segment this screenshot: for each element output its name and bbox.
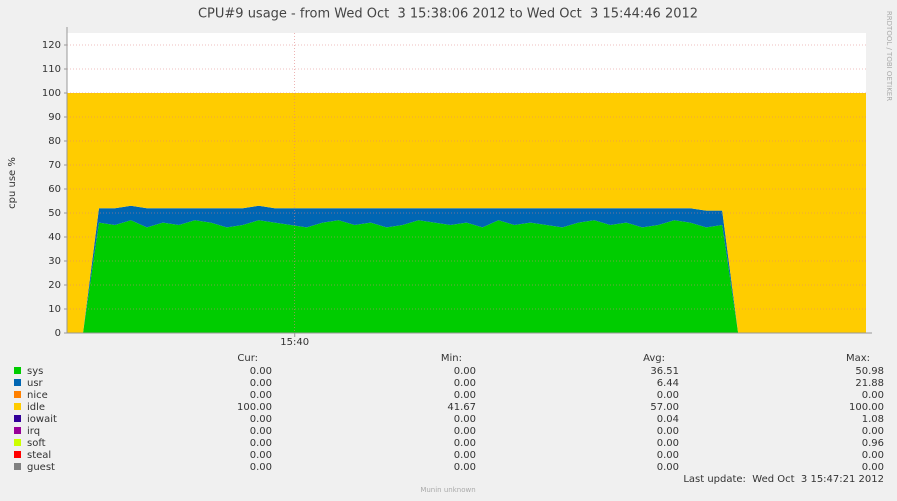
stat-value: 0.00 [454, 414, 476, 425]
stat-header: Cur: [237, 353, 258, 364]
y-tick-label: 0 [55, 328, 61, 339]
footer: Munin unknown [420, 486, 475, 494]
y-tick-label: 60 [48, 184, 61, 195]
stat-value: 0.00 [250, 378, 272, 389]
legend-label: steal [27, 450, 51, 461]
stat-value: 41.67 [447, 402, 476, 413]
stat-value: 0.00 [250, 414, 272, 425]
stat-value: 21.88 [855, 378, 884, 389]
legend-label: iowait [27, 414, 57, 425]
legend-label: soft [27, 438, 46, 449]
stat-value: 0.00 [250, 366, 272, 377]
legend-swatch [14, 391, 21, 398]
stat-value: 0.00 [454, 450, 476, 461]
stat-value: 6.44 [657, 378, 679, 389]
y-tick-label: 70 [48, 160, 61, 171]
legend-label: nice [27, 390, 48, 401]
stat-value: 0.00 [250, 450, 272, 461]
y-tick-label: 20 [48, 280, 61, 291]
stat-value: 0.00 [862, 390, 884, 401]
stat-header: Max: [846, 353, 870, 364]
stat-value: 100.00 [849, 402, 884, 413]
stat-header: Avg: [643, 353, 665, 364]
y-axis-label: cpu use % [7, 157, 18, 209]
y-tick-label: 40 [48, 232, 61, 243]
stat-value: 36.51 [650, 366, 679, 377]
stat-value: 50.98 [855, 366, 884, 377]
y-tick-label: 120 [42, 40, 61, 51]
stat-value: 0.00 [454, 378, 476, 389]
stat-value: 0.00 [250, 426, 272, 437]
chart-title: CPU#9 usage - from Wed Oct 3 15:38:06 20… [198, 7, 698, 22]
legend-swatch [14, 439, 21, 446]
y-tick-label: 90 [48, 112, 61, 123]
legend-label: usr [27, 378, 44, 389]
stat-value: 0.00 [862, 426, 884, 437]
area-idle [67, 93, 866, 333]
stat-value: 0.00 [454, 462, 476, 473]
legend-swatch [14, 415, 21, 422]
stat-value: 0.00 [250, 462, 272, 473]
x-tick-label: 15:40 [280, 337, 309, 348]
stat-value: 0.00 [454, 390, 476, 401]
legend-label: sys [27, 366, 43, 377]
stat-value: 0.00 [250, 390, 272, 401]
stat-value: 0.00 [454, 438, 476, 449]
legend-label: irq [27, 426, 40, 437]
stat-value: 1.08 [862, 414, 884, 425]
side-label: RRDTOOL / TOBI OETIKER [885, 11, 893, 101]
area-usr [67, 205, 866, 333]
stat-value: 57.00 [650, 402, 679, 413]
y-tick-label: 100 [42, 88, 61, 99]
legend-swatch [14, 379, 21, 386]
stat-value: 0.00 [657, 438, 679, 449]
y-tick-label: 10 [48, 304, 61, 315]
y-tick-label: 110 [42, 64, 61, 75]
legend-swatch [14, 463, 21, 470]
stat-value: 0.00 [657, 426, 679, 437]
stat-value: 0.04 [657, 414, 679, 425]
y-tick-label: 30 [48, 256, 61, 267]
stat-value: 0.00 [657, 390, 679, 401]
legend-swatch [14, 451, 21, 458]
stat-header: Min: [441, 353, 462, 364]
stat-value: 0.00 [250, 438, 272, 449]
legend-swatch [14, 403, 21, 410]
y-tick-label: 50 [48, 208, 61, 219]
stat-value: 0.00 [454, 426, 476, 437]
last-update: Last update: Wed Oct 3 15:47:21 2012 [683, 474, 884, 485]
legend-label: idle [27, 402, 45, 413]
stat-value: 0.00 [657, 462, 679, 473]
legend-label: guest [27, 462, 55, 473]
stat-value: 0.96 [862, 438, 884, 449]
stat-value: 0.00 [862, 462, 884, 473]
y-tick-label: 80 [48, 136, 61, 147]
stat-value: 0.00 [454, 366, 476, 377]
area-sys [67, 220, 866, 333]
legend-swatch [14, 367, 21, 374]
legend-swatch [14, 427, 21, 434]
stat-value: 0.00 [862, 450, 884, 461]
stat-value: 100.00 [237, 402, 272, 413]
stat-value: 0.00 [657, 450, 679, 461]
